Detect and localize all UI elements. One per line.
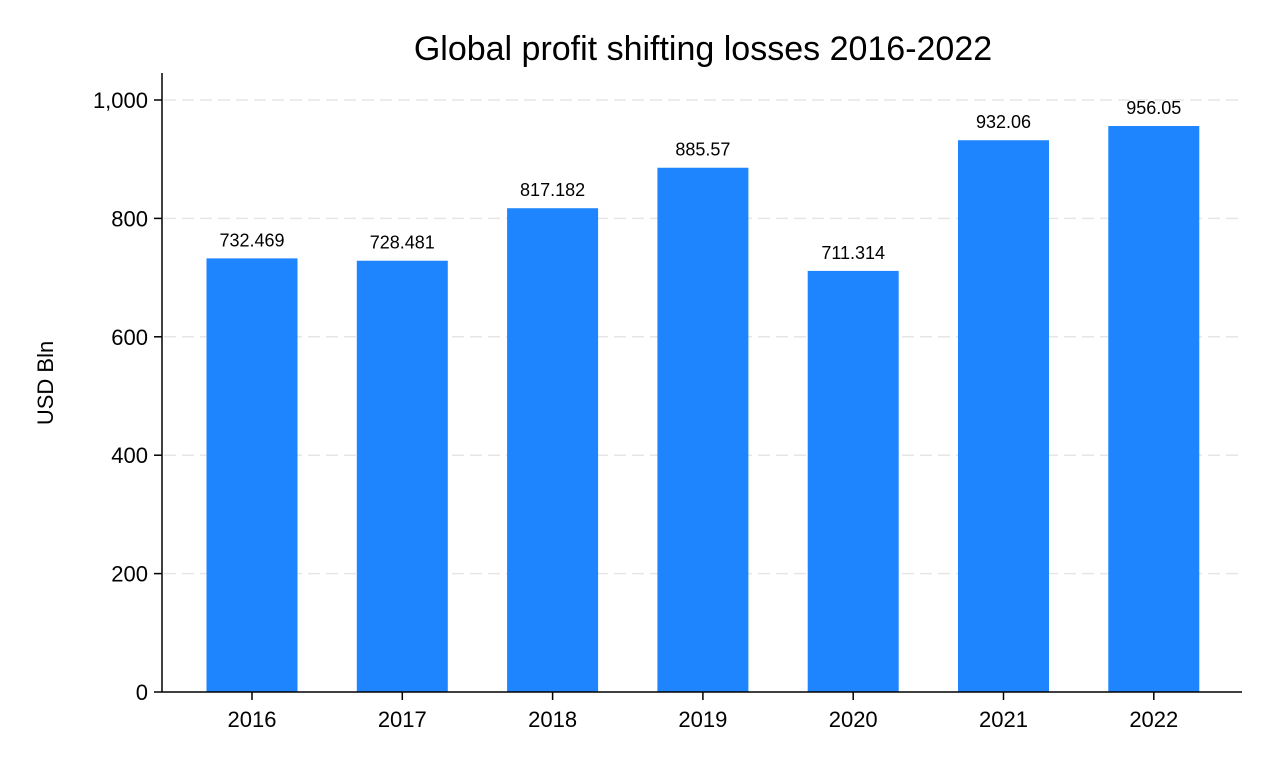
data-label-2016: 732.469 — [219, 230, 284, 250]
y-tick-label: 200 — [111, 562, 148, 587]
x-tick-label-2017: 2017 — [378, 707, 427, 732]
y-tick-label: 0 — [136, 680, 148, 705]
data-label-2020: 711.314 — [821, 243, 885, 263]
bar-2016 — [206, 258, 298, 692]
x-tick-label-2019: 2019 — [678, 707, 727, 732]
bar-2017 — [356, 260, 448, 692]
axes — [161, 73, 1242, 693]
data-label-2021: 932.06 — [976, 112, 1031, 132]
data-label-2017: 728.481 — [370, 233, 435, 253]
bar-2022 — [1108, 126, 1200, 692]
data-labels: 732.469 728.481 817.182 885.57 711.314 932.06… — [219, 98, 1181, 263]
y-tick-label: 400 — [111, 443, 148, 468]
x-ticks: 2016 2017 2018 2019 2020 2021 2022 — [228, 692, 1178, 732]
x-tick-label-2018: 2018 — [528, 707, 577, 732]
bars — [206, 126, 1200, 693]
x-tick-label-2021: 2021 — [979, 707, 1028, 732]
y-tick-label: 1,000 — [93, 88, 148, 113]
bar-2019 — [657, 167, 749, 692]
x-tick-label-2020: 2020 — [829, 707, 878, 732]
data-label-2022: 956.05 — [1126, 98, 1181, 118]
y-tick-label: 600 — [111, 325, 148, 350]
bar-2021 — [958, 140, 1049, 693]
data-label-2019: 885.57 — [675, 140, 730, 160]
y-ticks: 0 200 400 600 800 1,000 — [93, 88, 162, 705]
bar-2020 — [807, 270, 899, 692]
y-tick-label: 800 — [111, 206, 148, 231]
bar-2018 — [507, 208, 599, 692]
x-tick-label-2022: 2022 — [1129, 707, 1178, 732]
data-label-2018: 817.182 — [520, 180, 585, 200]
y-axis-label: USD Bln — [33, 341, 58, 425]
chart-title: Global profit shifting losses 2016-2022 — [414, 30, 992, 68]
x-tick-label-2016: 2016 — [228, 707, 277, 732]
